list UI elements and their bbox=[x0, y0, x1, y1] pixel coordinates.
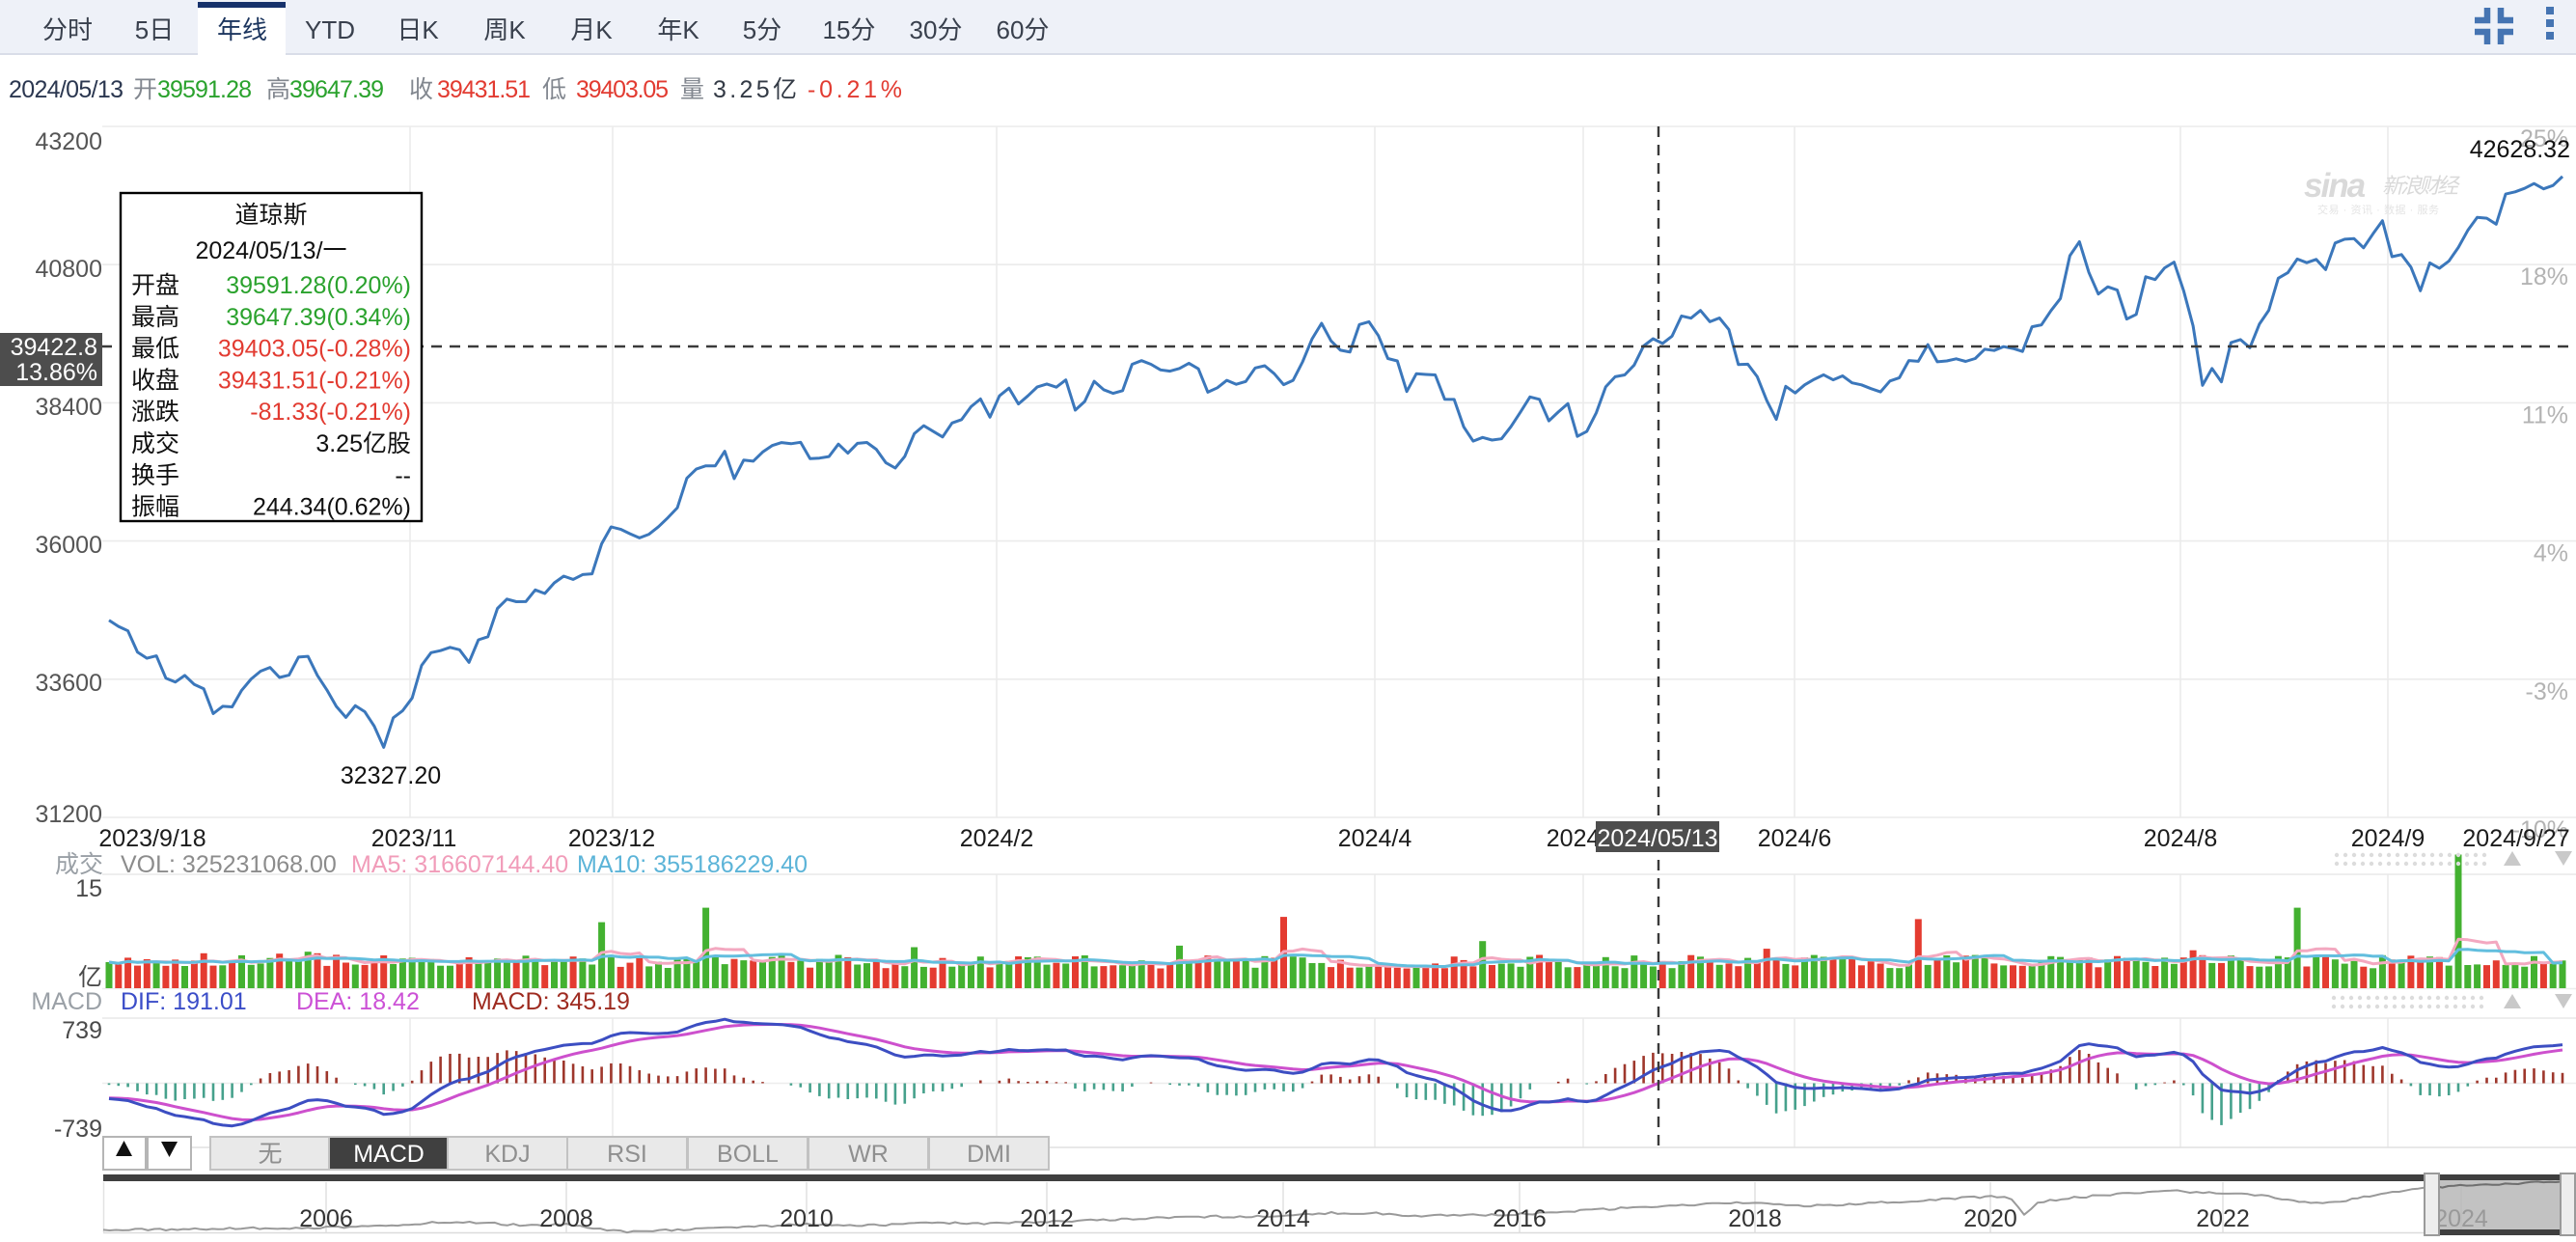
svg-text:道琼斯: 道琼斯 bbox=[234, 202, 307, 229]
svg-text:BOLL: BOLL bbox=[717, 1141, 779, 1168]
svg-text:42628.32: 42628.32 bbox=[2470, 136, 2570, 163]
svg-text:--: -- bbox=[395, 462, 411, 489]
svg-text:MACD: MACD bbox=[31, 988, 102, 1015]
svg-text:涨跌: 涨跌 bbox=[131, 399, 179, 426]
svg-text:2022: 2022 bbox=[2196, 1205, 2250, 1232]
svg-text:新浪财经: 新浪财经 bbox=[2382, 174, 2460, 198]
svg-text:39591.28(0.20%): 39591.28(0.20%) bbox=[226, 272, 411, 299]
svg-text:39431.51: 39431.51 bbox=[437, 76, 531, 103]
svg-text:成交: 成交 bbox=[55, 851, 103, 878]
svg-text:38400: 38400 bbox=[35, 394, 102, 421]
svg-text:无: 无 bbox=[258, 1141, 282, 1168]
svg-text:年线: 年线 bbox=[217, 15, 267, 44]
svg-text:33600: 33600 bbox=[35, 670, 102, 697]
svg-text:2024/2: 2024/2 bbox=[960, 825, 1033, 852]
svg-text:换手: 换手 bbox=[131, 462, 179, 489]
svg-text:-81.33(-0.21%): -81.33(-0.21%) bbox=[250, 399, 411, 426]
svg-text:月K: 月K bbox=[570, 15, 613, 44]
svg-text:分时: 分时 bbox=[42, 15, 93, 44]
svg-text:39647.39(0.34%): 39647.39(0.34%) bbox=[226, 304, 411, 331]
svg-text:周K: 周K bbox=[483, 15, 526, 44]
svg-text:交易 · 资讯 · 数据 · 服务: 交易 · 资讯 · 数据 · 服务 bbox=[2317, 203, 2439, 216]
svg-text:36000: 36000 bbox=[35, 532, 102, 559]
svg-text:15分: 15分 bbox=[823, 15, 876, 44]
svg-text:收盘: 收盘 bbox=[131, 367, 179, 394]
svg-text:2024/05/13: 2024/05/13 bbox=[9, 76, 123, 103]
svg-text:MA5: 316607144.40: MA5: 316607144.40 bbox=[351, 851, 568, 878]
svg-text:31200: 31200 bbox=[35, 801, 102, 828]
svg-text:YTD: YTD bbox=[305, 15, 355, 44]
svg-text:最低: 最低 bbox=[131, 336, 179, 363]
svg-text:2024/4: 2024/4 bbox=[1338, 825, 1412, 852]
svg-text:MACD: MACD bbox=[353, 1141, 425, 1168]
svg-text:2023/12: 2023/12 bbox=[568, 825, 655, 852]
svg-text:2024/9: 2024/9 bbox=[2351, 825, 2425, 852]
svg-text:日K: 日K bbox=[397, 15, 439, 44]
svg-text:开盘: 开盘 bbox=[131, 272, 179, 299]
svg-text:39591.28: 39591.28 bbox=[157, 76, 252, 103]
svg-text:MA10: 355186229.40: MA10: 355186229.40 bbox=[577, 851, 808, 878]
svg-text:43200: 43200 bbox=[35, 128, 102, 155]
svg-text:2024/6: 2024/6 bbox=[1758, 825, 1831, 852]
svg-text:-739: -739 bbox=[54, 1116, 102, 1143]
svg-text:39431.51(-0.21%): 39431.51(-0.21%) bbox=[218, 367, 411, 394]
svg-text:量: 量 bbox=[680, 76, 704, 103]
svg-text:-3%: -3% bbox=[2526, 678, 2568, 705]
svg-text:2023/11: 2023/11 bbox=[371, 825, 457, 852]
svg-text:244.34(0.62%): 244.34(0.62%) bbox=[253, 494, 411, 521]
svg-text:MACD: 345.19: MACD: 345.19 bbox=[472, 988, 630, 1015]
svg-text:sina: sina bbox=[2304, 167, 2366, 205]
svg-text:DEA: 18.42: DEA: 18.42 bbox=[296, 988, 420, 1015]
svg-text:11%: 11% bbox=[2522, 401, 2568, 428]
svg-text:4%: 4% bbox=[2534, 540, 2568, 567]
svg-text:KDJ: KDJ bbox=[484, 1141, 530, 1168]
svg-text:2020: 2020 bbox=[1963, 1205, 2017, 1232]
svg-text:2006: 2006 bbox=[299, 1205, 353, 1232]
svg-text:2008: 2008 bbox=[539, 1205, 593, 1232]
svg-text:2024/05/13/一: 2024/05/13/一 bbox=[195, 237, 346, 264]
svg-text:RSI: RSI bbox=[607, 1141, 647, 1168]
svg-text:2018: 2018 bbox=[1728, 1205, 1782, 1232]
svg-text:25%: 25% bbox=[2520, 125, 2568, 152]
svg-text:VOL: 325231068.00: VOL: 325231068.00 bbox=[121, 851, 337, 878]
svg-text:年K: 年K bbox=[657, 15, 699, 44]
svg-text:-10%: -10% bbox=[2512, 816, 2568, 843]
svg-text:40800: 40800 bbox=[35, 256, 102, 283]
svg-text:2024/8: 2024/8 bbox=[2144, 825, 2217, 852]
svg-text:739: 739 bbox=[62, 1017, 102, 1044]
svg-text:60分: 60分 bbox=[997, 15, 1050, 44]
svg-text:3.25亿股: 3.25亿股 bbox=[315, 430, 411, 457]
svg-text:2012: 2012 bbox=[1020, 1205, 1074, 1232]
svg-text:2016: 2016 bbox=[1493, 1205, 1547, 1232]
svg-text:DIF: 191.01: DIF: 191.01 bbox=[121, 988, 247, 1015]
svg-text:5分: 5分 bbox=[743, 15, 781, 44]
svg-text:39403.05: 39403.05 bbox=[576, 76, 669, 103]
svg-text:39403.05(-0.28%): 39403.05(-0.28%) bbox=[218, 336, 411, 363]
svg-text:13.86%: 13.86% bbox=[15, 359, 97, 386]
svg-text:2024/05/13: 2024/05/13 bbox=[1597, 825, 1717, 852]
svg-text:2010: 2010 bbox=[780, 1205, 834, 1232]
svg-text:2023/9/18: 2023/9/18 bbox=[98, 825, 206, 852]
svg-text:最高: 最高 bbox=[131, 304, 179, 331]
svg-text:39422.8: 39422.8 bbox=[11, 334, 97, 361]
svg-text:开: 开 bbox=[133, 76, 157, 103]
svg-text:WR: WR bbox=[848, 1141, 889, 1168]
svg-text:亿: 亿 bbox=[78, 964, 102, 991]
svg-text:5日: 5日 bbox=[135, 15, 174, 44]
svg-text:18%: 18% bbox=[2520, 263, 2568, 290]
svg-text:15: 15 bbox=[75, 875, 102, 902]
svg-text:39647.39: 39647.39 bbox=[289, 76, 384, 103]
svg-text:高: 高 bbox=[266, 76, 290, 103]
svg-text:振幅: 振幅 bbox=[131, 494, 179, 521]
svg-text:32327.20: 32327.20 bbox=[341, 762, 441, 789]
svg-text:2014: 2014 bbox=[1256, 1205, 1310, 1232]
svg-text:低: 低 bbox=[542, 76, 566, 103]
svg-text:成交: 成交 bbox=[131, 430, 179, 457]
svg-text:2024/9/27: 2024/9/27 bbox=[2462, 825, 2569, 852]
svg-text:收: 收 bbox=[409, 76, 433, 103]
svg-text:30分: 30分 bbox=[910, 15, 963, 44]
svg-text:DMI: DMI bbox=[967, 1141, 1011, 1168]
svg-text:-0.21%: -0.21% bbox=[808, 76, 902, 103]
